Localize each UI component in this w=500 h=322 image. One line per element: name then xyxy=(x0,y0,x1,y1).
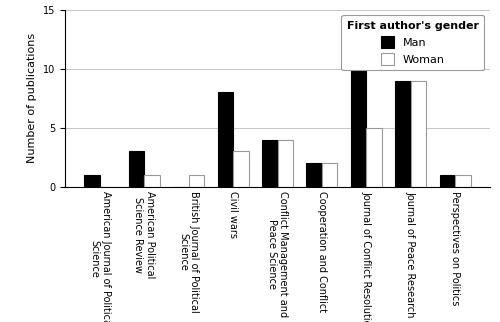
Bar xyxy=(218,92,233,187)
Bar xyxy=(455,175,470,187)
Bar xyxy=(144,175,160,187)
Bar xyxy=(440,175,455,187)
Bar xyxy=(233,151,248,187)
Bar xyxy=(322,163,338,187)
Legend: Man, Woman: Man, Woman xyxy=(342,15,484,70)
Bar xyxy=(410,80,426,187)
Bar xyxy=(306,163,322,187)
Bar xyxy=(84,175,100,187)
Bar xyxy=(366,128,382,187)
Bar xyxy=(278,139,293,187)
Bar xyxy=(395,80,410,187)
Y-axis label: Number of publications: Number of publications xyxy=(28,33,38,163)
Bar xyxy=(262,139,278,187)
Bar xyxy=(128,151,144,187)
Bar xyxy=(188,175,204,187)
Bar xyxy=(351,33,366,187)
